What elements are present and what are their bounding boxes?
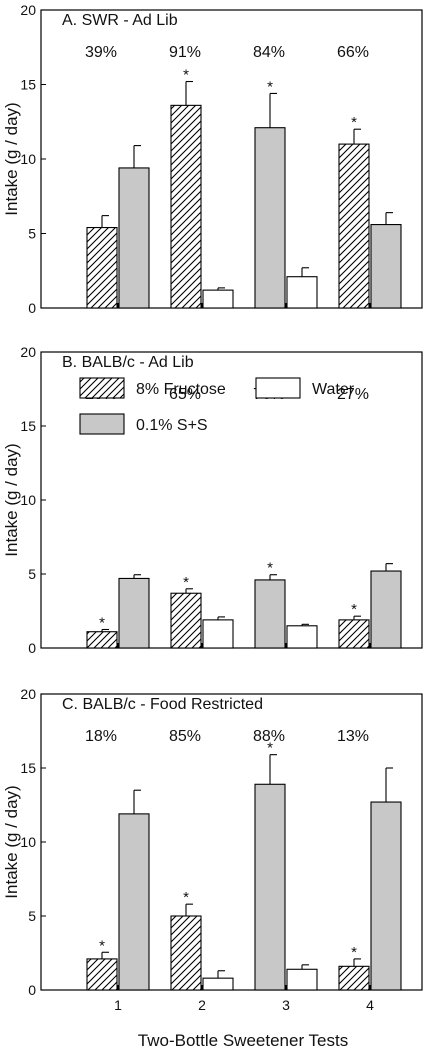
sucralose-saccharin-bar bbox=[370, 801, 402, 991]
legend-swatch-gray bbox=[79, 413, 125, 435]
percentage-label: 91% bbox=[169, 44, 201, 61]
fructose-bar bbox=[170, 104, 202, 309]
y-tick-label: 15 bbox=[20, 418, 36, 434]
y-tick-label: 10 bbox=[20, 151, 36, 167]
percentage-label: 65% bbox=[169, 386, 201, 403]
fructose-bar bbox=[86, 631, 118, 649]
significance-marker: * bbox=[351, 114, 357, 131]
significance-marker: * bbox=[351, 601, 357, 618]
percentage-label: 18% bbox=[85, 728, 117, 745]
fructose-bar bbox=[170, 592, 202, 649]
significance-marker: * bbox=[183, 67, 189, 84]
significance-marker: * bbox=[351, 944, 357, 961]
y-axis-label: Intake (g / day) bbox=[2, 443, 21, 556]
fructose-bar bbox=[170, 915, 202, 991]
panel-title: B. BALB/c - Ad Lib bbox=[62, 354, 194, 371]
significance-marker: * bbox=[267, 560, 273, 577]
percentage-label: 13% bbox=[337, 728, 369, 745]
sucralose-saccharin-bar bbox=[254, 579, 286, 649]
water-bar bbox=[202, 619, 234, 649]
sucralose-saccharin-bar bbox=[370, 570, 402, 649]
water-bar bbox=[286, 276, 318, 309]
x-tick-label: 4 bbox=[366, 997, 374, 1013]
y-tick-label: 5 bbox=[28, 226, 36, 242]
legend-label: 0.1% S+S bbox=[136, 417, 208, 434]
legend-label: Water bbox=[312, 381, 355, 398]
y-tick-label: 0 bbox=[28, 300, 36, 316]
water-bar bbox=[286, 625, 318, 649]
significance-marker: * bbox=[99, 937, 105, 954]
panel-3: 0 5 10 15 20 Intake (g / day) C. BALB/c - Food… bbox=[2, 686, 423, 1013]
water-bar bbox=[202, 977, 234, 991]
legend-swatch-white bbox=[255, 377, 301, 399]
panel-2: 0 5 10 15 20 Intake (g / day) B. BALB/c - Ad L… bbox=[2, 344, 423, 656]
percentage-label: 27% bbox=[337, 386, 369, 403]
y-axis-label: Intake (g / day) bbox=[2, 785, 21, 898]
percentage-label: 66% bbox=[337, 44, 369, 61]
y-tick-label: 10 bbox=[20, 834, 36, 850]
significance-marker: * bbox=[183, 889, 189, 906]
y-tick-label: 20 bbox=[20, 686, 36, 702]
y-tick-label: 15 bbox=[20, 77, 36, 93]
y-tick-label: 10 bbox=[20, 492, 36, 508]
panel-title: A. SWR - Ad Lib bbox=[62, 12, 178, 29]
fructose-bar bbox=[338, 143, 370, 309]
y-tick-label: 20 bbox=[20, 344, 36, 360]
water-bar bbox=[202, 289, 234, 309]
significance-marker: * bbox=[267, 740, 273, 757]
sucralose-saccharin-bar bbox=[254, 783, 286, 991]
percentage-label: 85% bbox=[169, 728, 201, 745]
water-bar bbox=[286, 968, 318, 991]
sucralose-saccharin-bar bbox=[254, 127, 286, 309]
y-tick-label: 0 bbox=[28, 982, 36, 998]
x-tick-label: 2 bbox=[198, 997, 206, 1013]
legend-swatch-hatched bbox=[79, 377, 125, 399]
y-tick-label: 15 bbox=[20, 760, 36, 776]
panel-1: 0 5 10 15 20 Intake (g / day) A. SWR - Ad Lib 3… bbox=[2, 2, 423, 316]
legend: 8% Fructose Water 0.1% S+S bbox=[79, 377, 355, 435]
fructose-bar bbox=[338, 619, 370, 649]
y-axis-label: Intake (g / day) bbox=[2, 102, 21, 215]
sucralose-saccharin-bar bbox=[118, 577, 150, 649]
y-tick-label: 0 bbox=[28, 640, 36, 656]
x-axis-label: Two-Bottle Sweetener Tests bbox=[138, 1031, 348, 1050]
fructose-bar bbox=[338, 965, 370, 991]
sucralose-saccharin-bar bbox=[118, 167, 150, 309]
legend-label: 8% Fructose bbox=[136, 381, 226, 398]
percentage-label: 84% bbox=[253, 44, 285, 61]
sucralose-saccharin-bar bbox=[118, 813, 150, 991]
percentage-label: 88% bbox=[253, 728, 285, 745]
fructose-bar bbox=[86, 226, 118, 309]
x-tick-label: 1 bbox=[114, 997, 122, 1013]
percentage-label: 39% bbox=[85, 44, 117, 61]
sucralose-saccharin-bar bbox=[370, 224, 402, 309]
panel-title: C. BALB/c - Food Restricted bbox=[62, 696, 263, 713]
significance-marker: * bbox=[267, 78, 273, 95]
y-tick-label: 5 bbox=[28, 566, 36, 582]
significance-marker: * bbox=[183, 574, 189, 591]
x-tick-label: 3 bbox=[282, 997, 290, 1013]
fructose-bar bbox=[86, 958, 118, 991]
y-tick-label: 20 bbox=[20, 2, 36, 18]
y-tick-label: 5 bbox=[28, 908, 36, 924]
significance-marker: * bbox=[99, 615, 105, 632]
